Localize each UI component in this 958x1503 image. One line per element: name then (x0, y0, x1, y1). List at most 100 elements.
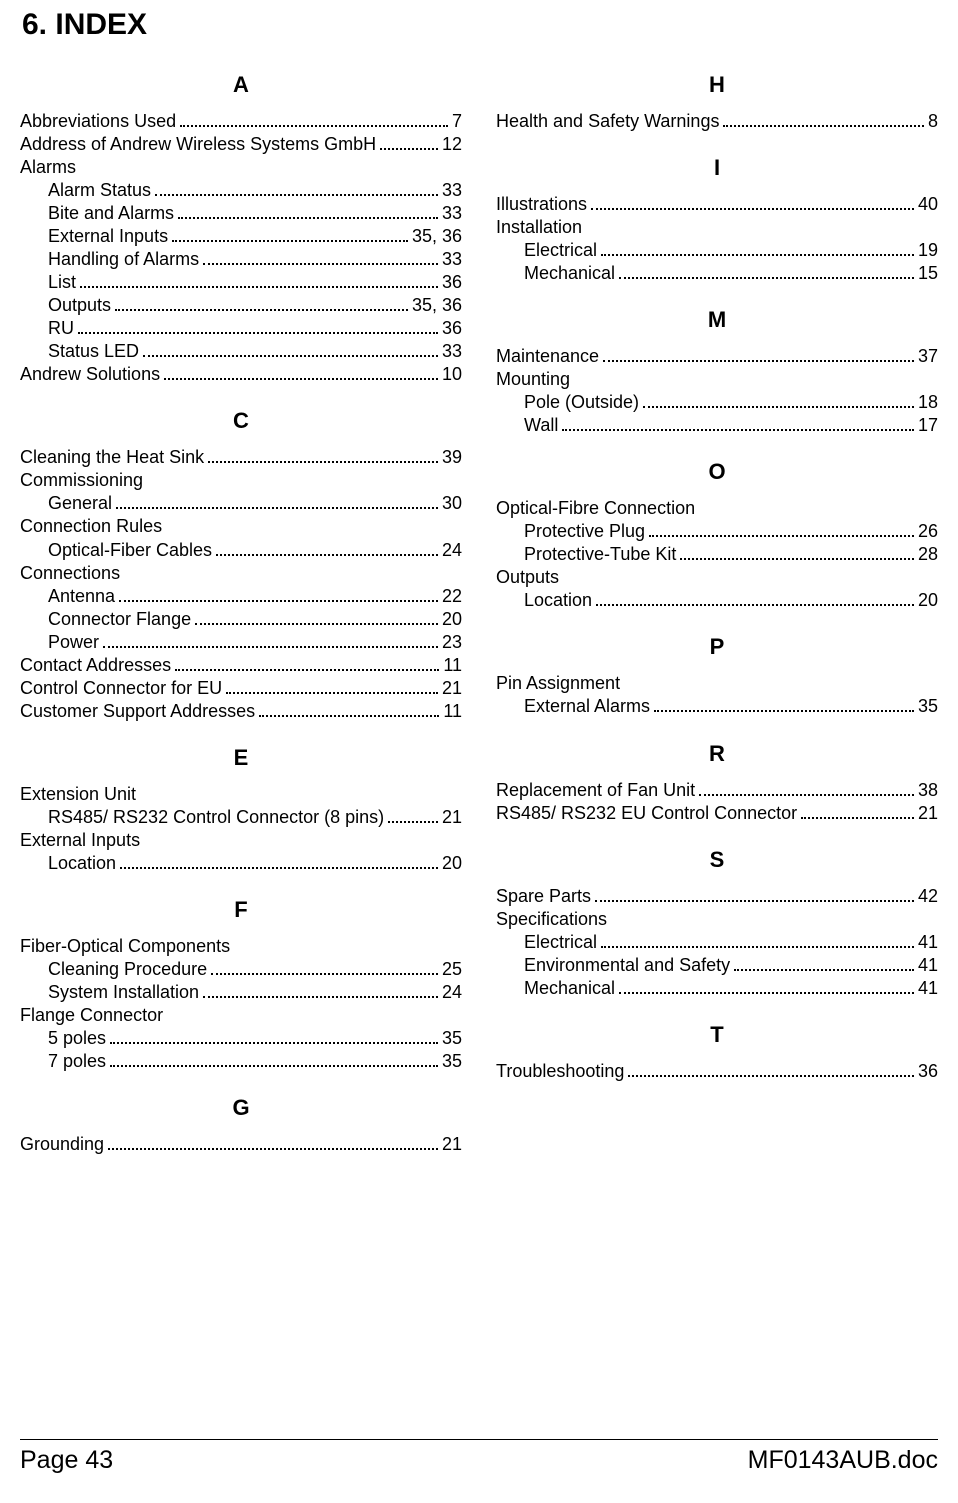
index-entry-label: General (48, 492, 112, 515)
index-letter: P (496, 634, 938, 660)
index-entry-page: 11 (443, 700, 462, 723)
index-entry: Environmental and Safety41 (496, 954, 938, 977)
index-entry-label: Electrical (524, 239, 597, 262)
index-heading: Connections (20, 562, 462, 585)
index-entry-label: Control Connector for EU (20, 677, 222, 700)
leader-dots (591, 197, 914, 210)
leader-dots (203, 985, 438, 998)
index-entry-page: 25 (442, 958, 462, 981)
index-entry: Protective Plug26 (496, 520, 938, 543)
index-entry-page: 20 (918, 589, 938, 612)
index-heading: Connection Rules (20, 515, 462, 538)
leader-dots (78, 322, 438, 335)
leader-dots (203, 253, 438, 266)
index-entry-page: 18 (918, 391, 938, 414)
index-entry-page: 22 (442, 585, 462, 608)
index-entry-page: 26 (918, 520, 938, 543)
index-entry-page: 33 (442, 179, 462, 202)
leader-dots (143, 345, 438, 358)
index-entry-label: Electrical (524, 931, 597, 954)
index-entry-page: 12 (442, 133, 462, 156)
index-entry: Electrical19 (496, 239, 938, 262)
index-entry-page: 36 (442, 317, 462, 340)
index-entry-page: 40 (918, 193, 938, 216)
index-heading: Extension Unit (20, 783, 462, 806)
index-entry-page: 24 (442, 539, 462, 562)
index-entry-page: 24 (442, 981, 462, 1004)
index-entry-page: 21 (442, 1133, 462, 1156)
leader-dots (110, 1054, 438, 1067)
leader-dots (734, 958, 914, 971)
index-entry: Pole (Outside) 18 (496, 391, 938, 414)
index-entry-label: Power (48, 631, 99, 654)
index-entry-page: 33 (442, 340, 462, 363)
index-entry-label: Outputs (48, 294, 111, 317)
index-entry: Outputs35, 36 (20, 294, 462, 317)
leader-dots (628, 1064, 914, 1077)
index-entry: Customer Support Addresses11 (20, 700, 462, 723)
index-column-left: AAbbreviations Used7Address of Andrew Wi… (20, 72, 462, 1156)
index-entry-page: 8 (928, 110, 938, 133)
index-heading: Pin Assignment (496, 672, 938, 695)
index-entry-page: 42 (918, 885, 938, 908)
index-entry-page: 11 (443, 654, 462, 677)
index-entry: System Installation 24 (20, 981, 462, 1004)
leader-dots (562, 419, 914, 432)
index-entry-label: Antenna (48, 585, 115, 608)
leader-dots (120, 856, 438, 869)
index-entry-label: Grounding (20, 1133, 104, 1156)
leader-dots (801, 806, 914, 819)
index-entry-page: 10 (442, 363, 462, 386)
index-entry-label: Cleaning the Heat Sink (20, 446, 204, 469)
leader-dots (208, 451, 438, 464)
index-entry: Mechanical15 (496, 262, 938, 285)
index-entry-label: Pole (Outside) (524, 391, 639, 414)
leader-dots (259, 704, 439, 717)
index-entry-label: Abbreviations Used (20, 110, 176, 133)
index-letter: F (20, 897, 462, 923)
index-entry-label: Status LED (48, 340, 139, 363)
leader-dots (216, 543, 438, 556)
index-entry-label: Location (48, 852, 116, 875)
leader-dots (115, 299, 408, 312)
leader-dots (380, 137, 438, 150)
index-entry: Andrew Solutions10 (20, 363, 462, 386)
index-entry-label: Address of Andrew Wireless Systems GmbH (20, 133, 376, 156)
index-letter: R (496, 741, 938, 767)
index-entry: General30 (20, 492, 462, 515)
index-entry: External Alarms35 (496, 695, 938, 718)
index-heading: Flange Connector (20, 1004, 462, 1027)
leader-dots (164, 368, 438, 381)
index-entry: Cleaning Procedure 25 (20, 958, 462, 981)
index-letter: I (496, 155, 938, 181)
index-letter: M (496, 307, 938, 333)
index-entry: Maintenance37 (496, 345, 938, 368)
index-entry: Power 23 (20, 631, 462, 654)
index-entry: Replacement of Fan Unit38 (496, 779, 938, 802)
index-entry-label: Cleaning Procedure (48, 958, 207, 981)
index-entry-label: List (48, 271, 76, 294)
index-entry-page: 41 (918, 931, 938, 954)
index-entry: Connector Flange20 (20, 608, 462, 631)
index-entry: Status LED 33 (20, 340, 462, 363)
index-entry-label: Alarm Status (48, 179, 151, 202)
index-entry: Alarm Status 33 (20, 179, 462, 202)
index-entry-page: 23 (442, 631, 462, 654)
index-entry-page: 35 (442, 1050, 462, 1073)
index-heading: Fiber-Optical Components (20, 935, 462, 958)
footer-left: Page 43 (20, 1446, 113, 1475)
index-heading: Optical-Fibre Connection (496, 497, 938, 520)
leader-dots (654, 700, 914, 713)
index-entry: Location20 (20, 852, 462, 875)
index-entry-label: System Installation (48, 981, 199, 1004)
leader-dots (603, 350, 914, 363)
index-entry: Electrical 41 (496, 931, 938, 954)
index-entry-page: 41 (918, 977, 938, 1000)
leader-dots (108, 1137, 438, 1150)
footer-right: MF0143AUB.doc (748, 1446, 938, 1475)
index-entry-label: Handling of Alarms (48, 248, 199, 271)
index-entry-label: Troubleshooting (496, 1060, 624, 1083)
leader-dots (103, 635, 438, 648)
index-entry: RS485/ RS232 EU Control Connector21 (496, 802, 938, 825)
leader-dots (601, 244, 914, 257)
